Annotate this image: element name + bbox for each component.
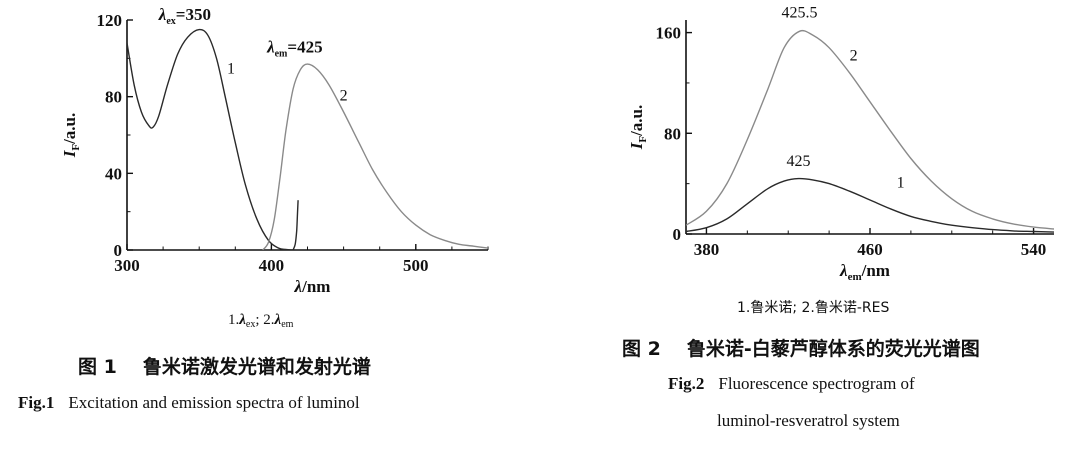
legend-1-num: 1.	[228, 312, 240, 328]
peak-label: 425.5	[781, 4, 817, 21]
curve-number-label: 1	[897, 174, 905, 191]
y-tick-label: 160	[656, 24, 682, 43]
x-tick-label: 300	[114, 256, 140, 275]
legend-2-sub: em	[281, 319, 294, 330]
caption-1-en-text: Excitation and emission spectra of lumin…	[68, 393, 360, 412]
curve-number-label: 2	[850, 47, 858, 64]
chart-2-caption-en-line1: Fig.2 Fluorescence spectrogram of	[668, 374, 915, 394]
legend-1-sub: ex	[245, 319, 256, 330]
chart-1-legend: 1.λex; 2.λem	[228, 312, 293, 330]
x-tick-label: 380	[694, 240, 720, 259]
y-tick-label: 40	[105, 164, 122, 183]
legend-separator: ;	[255, 312, 264, 328]
caption-2-en-fig: Fig.2	[668, 374, 705, 393]
series-line-1	[127, 28, 294, 250]
x-tick-label: 540	[1021, 240, 1047, 259]
curve-number-label: 2	[340, 88, 348, 105]
x-tick-label: 400	[259, 256, 285, 275]
caption-2-cn-text: 鲁米诺-白藜芦醇体系的荧光光谱图	[686, 338, 980, 360]
x-tick-label: 500	[403, 256, 429, 275]
legend-2-symbol: λ	[274, 312, 282, 328]
caption-1-cn-fig: 图 1	[78, 356, 117, 378]
series-line-2	[262, 63, 488, 250]
caption-2-en-text-1: Fluorescence spectrogram of	[718, 374, 915, 393]
chart-2-caption-cn: 图 2 鲁米诺-白藜芦醇体系的荧光光谱图	[622, 334, 980, 361]
series-line-1	[686, 177, 1054, 233]
peak-label: 425	[786, 153, 810, 170]
caption-1-cn-text: 鲁米诺激发光谱和发射光谱	[142, 356, 371, 378]
y-tick-label: 0	[673, 225, 682, 244]
legend-1-symbol: λ	[239, 312, 246, 328]
series-line-extra-2	[292, 200, 299, 250]
caption-2-cn-fig: 图 2	[622, 338, 661, 360]
series-line-2	[686, 29, 1054, 230]
x-axis-label: λem/nm	[839, 261, 890, 283]
chart-1-caption-en: Fig.1 Excitation and emission spectra of …	[18, 393, 360, 413]
y-tick-label: 120	[97, 11, 123, 30]
chart-1-excitation-emission: 300 400 500 0 40 80 120 λ/nm IF/a.u. 1 2 λex=350 λem…	[60, 5, 489, 296]
peak-label: λex=350	[158, 5, 211, 27]
curve-number-label: 1	[227, 61, 235, 78]
chart-2-fluorescence: 380 460 540 0 80 160 λem/nm IF/a.u. 1 2 425.5 425	[627, 4, 1054, 283]
x-axis-label: λ/nm	[294, 277, 331, 296]
caption-1-en-fig: Fig.1	[18, 393, 55, 412]
chart-1-caption-cn: 图 1 鲁米诺激发光谱和发射光谱	[78, 352, 371, 379]
chart-2-caption-en-line2: luminol-resveratrol system	[717, 411, 900, 430]
y-tick-label: 80	[105, 88, 122, 107]
peak-label: λem=425	[266, 38, 323, 60]
x-tick-label: 460	[857, 240, 883, 259]
y-axis-label: IF/a.u.	[627, 105, 649, 151]
legend-2-num: 2.	[263, 312, 275, 328]
y-tick-label: 0	[114, 241, 123, 260]
chart-2-legend: 1.鲁米诺; 2.鲁米诺-RES	[737, 300, 890, 316]
y-axis-label: IF/a.u.	[60, 113, 82, 159]
y-tick-label: 80	[664, 124, 681, 143]
